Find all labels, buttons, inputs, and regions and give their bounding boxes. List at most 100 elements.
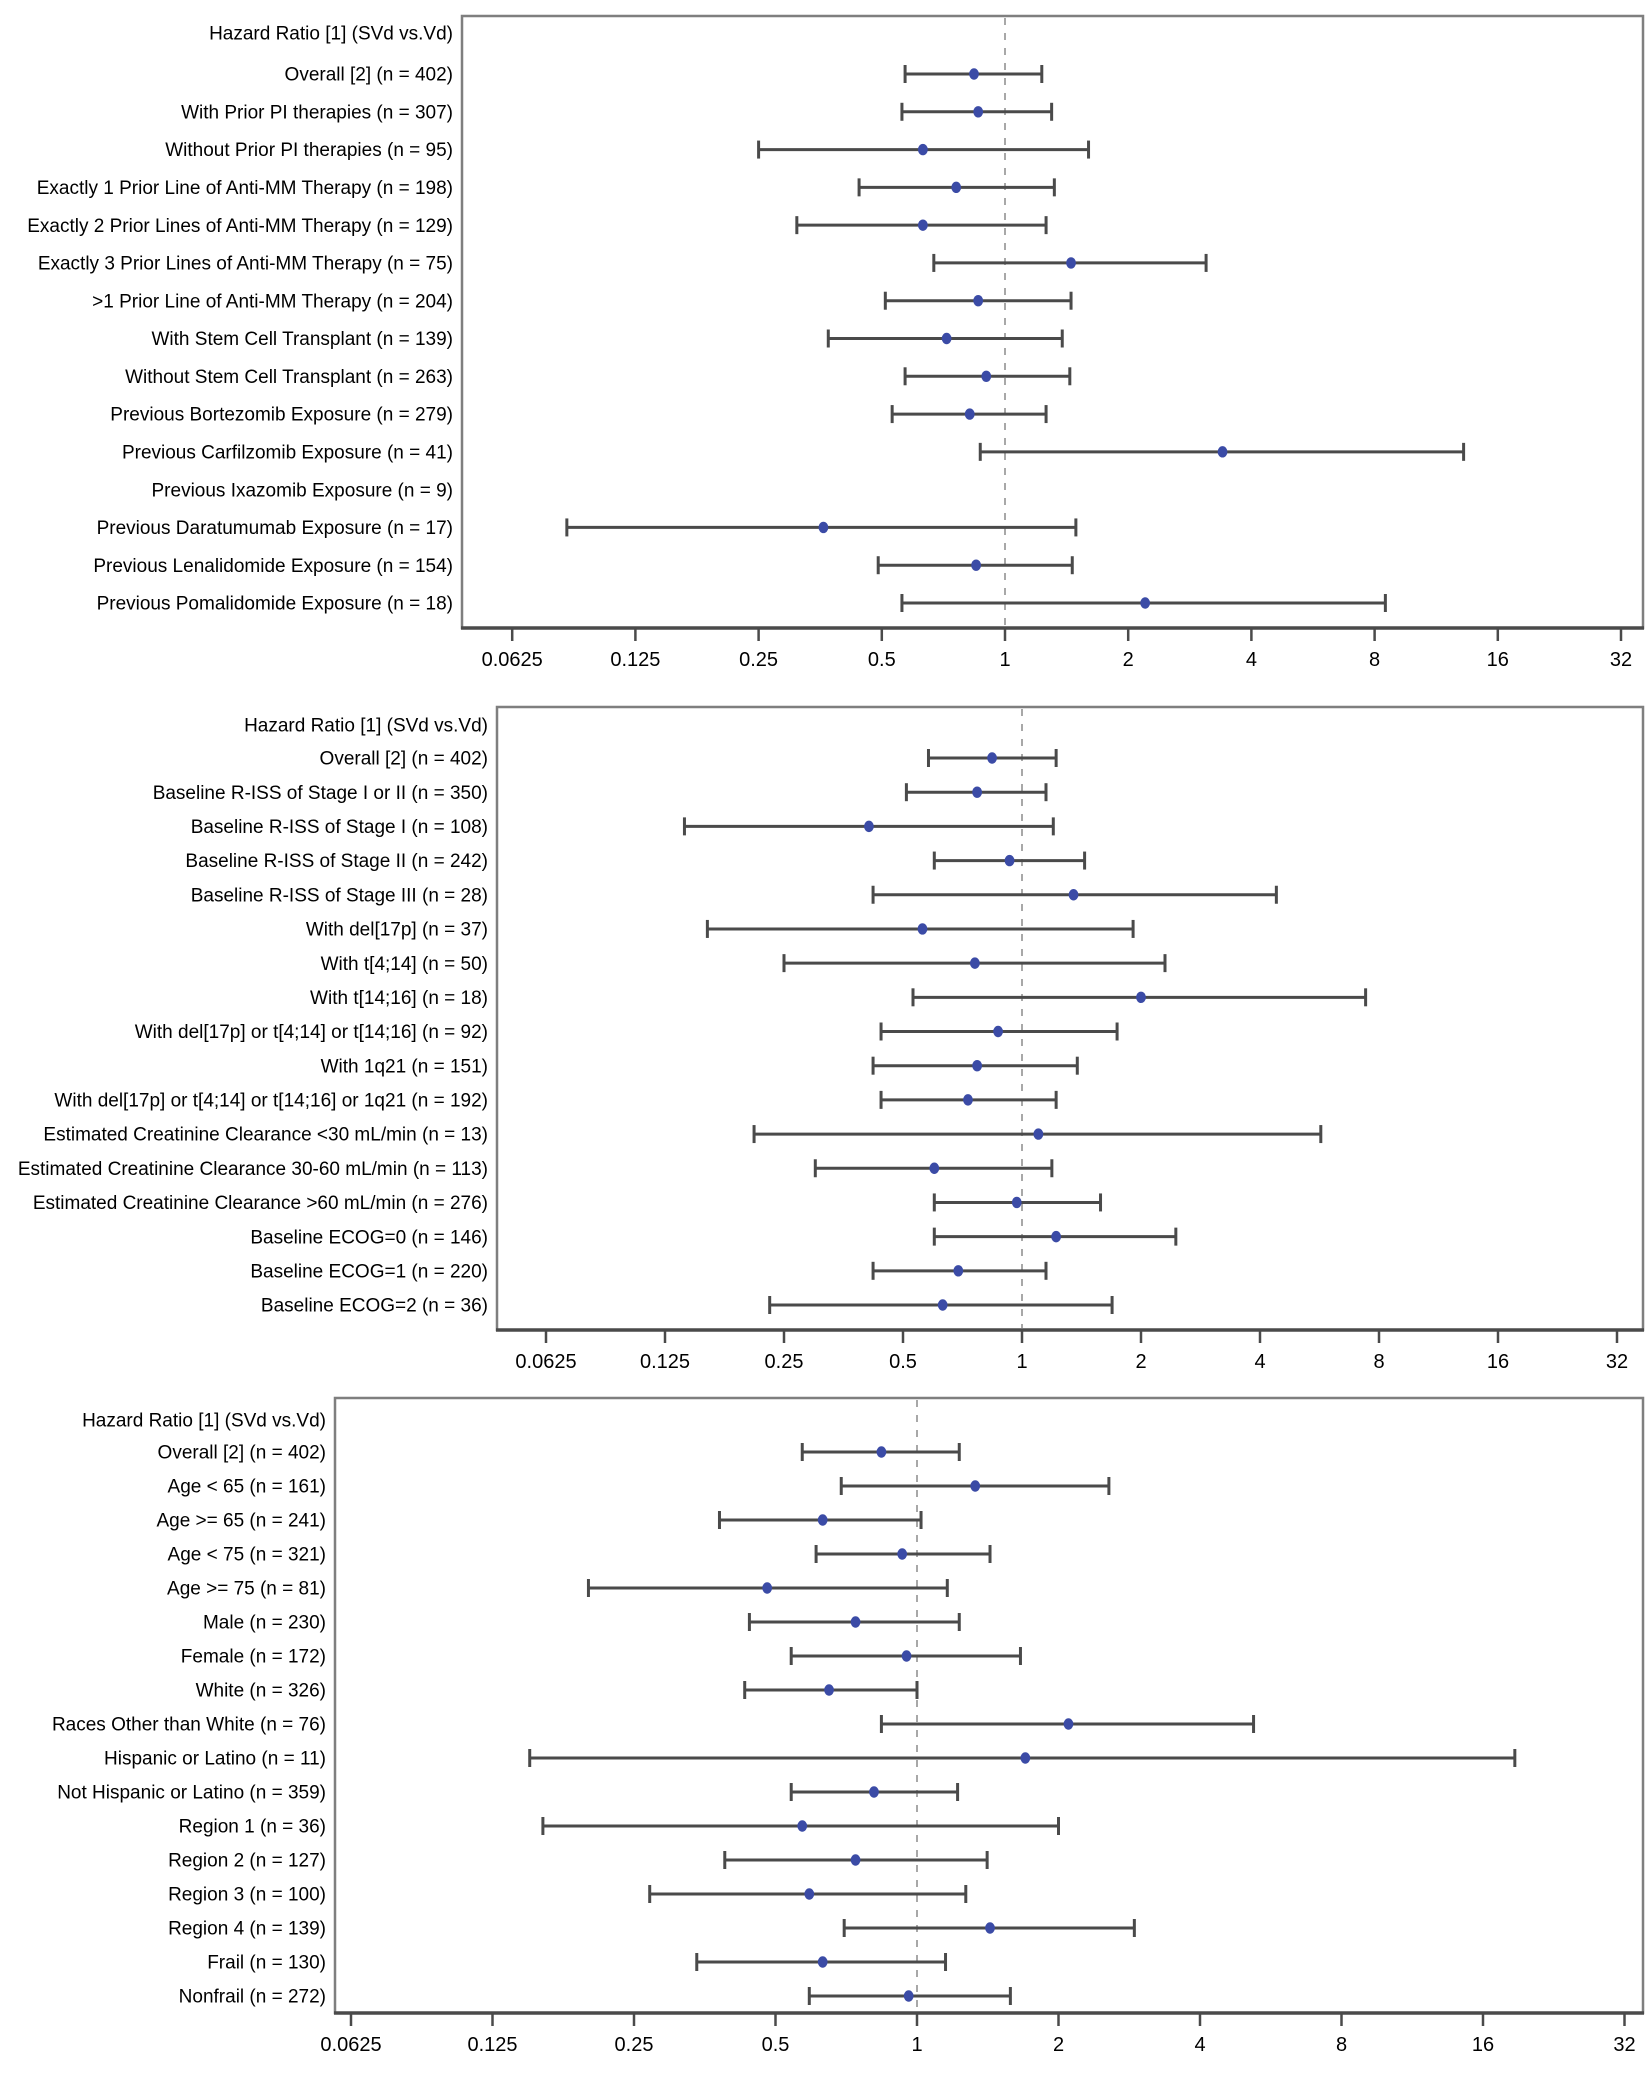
row-label: Baseline ECOG=1 (n = 220) bbox=[250, 1261, 488, 1282]
row-label: Male (n = 230) bbox=[203, 1613, 326, 1634]
row-label: Nonfrail (n = 272) bbox=[179, 1987, 326, 2008]
hr-point bbox=[972, 786, 983, 798]
panel-header-label: Hazard Ratio [1] (SVd vs.Vd) bbox=[244, 716, 488, 737]
row-label: White (n = 326) bbox=[196, 1681, 326, 1702]
hr-point bbox=[951, 181, 962, 194]
x-tick-label: 16 bbox=[1487, 1351, 1509, 1373]
row-label: Estimated Creatinine Clearance 30-60 mL/… bbox=[18, 1159, 488, 1180]
forest-row: Nonfrail (n = 272) bbox=[179, 1987, 1012, 2008]
forest-row: With del[17p] (n = 37) bbox=[306, 920, 1135, 941]
forest-row: Region 4 (n = 139) bbox=[168, 1919, 1136, 1940]
x-tick-label: 32 bbox=[1606, 1351, 1628, 1373]
forest-row: Frail (n = 130) bbox=[207, 1953, 948, 1974]
forest-panel-prior-therapies: 0.0625 0.125 0.25 0.5 1 2 4 8 16 32 Hazard Ratio [… bbox=[27, 14, 1645, 671]
x-tick-label: 1 bbox=[999, 649, 1010, 671]
row-label: Previous Daratumumab Exposure (n = 17) bbox=[97, 518, 453, 539]
row-label: Exactly 2 Prior Lines of Anti-MM Therapy… bbox=[27, 216, 453, 237]
hr-point bbox=[941, 332, 952, 345]
hr-point bbox=[937, 1299, 948, 1311]
x-tick-label: 0.25 bbox=[739, 649, 778, 671]
hr-point bbox=[917, 923, 928, 935]
forest-row: Baseline R-ISS of Stage I or II (n = 350… bbox=[153, 783, 1048, 804]
forest-row: With del[17p] or t[4;14] or t[14;16] (n … bbox=[135, 1022, 1119, 1043]
row-label: Previous Pomalidomide Exposure (n = 18) bbox=[97, 594, 453, 615]
hr-point bbox=[969, 68, 979, 80]
row-label: Previous Carfilzomib Exposure (n = 41) bbox=[122, 443, 453, 464]
x-tick-label: 0.125 bbox=[610, 649, 660, 671]
row-label: Baseline R-ISS of Stage III (n = 28) bbox=[191, 885, 488, 906]
row-label: Age < 75 (n = 321) bbox=[168, 1545, 326, 1566]
hr-point bbox=[864, 820, 874, 833]
forest-row: Estimated Creatinine Clearance <30 mL/mi… bbox=[43, 1125, 1323, 1146]
forest-row: Previous Daratumumab Exposure (n = 17) bbox=[97, 518, 1078, 539]
x-tick-label: 4 bbox=[1246, 649, 1257, 671]
x-tick-label: 0.125 bbox=[640, 1351, 690, 1373]
forest-row: With t[4;14] (n = 50) bbox=[321, 954, 1167, 975]
row-label: Region 3 (n = 100) bbox=[168, 1885, 326, 1906]
x-tick-label: 8 bbox=[1336, 2034, 1347, 2056]
row-label: With del[17p] or t[4;14] or t[14;16] (n … bbox=[135, 1022, 488, 1043]
row-label: Races Other than White (n = 76) bbox=[52, 1715, 326, 1736]
x-tick-label: 4 bbox=[1194, 2034, 1205, 2056]
row-label: Frail (n = 130) bbox=[207, 1953, 326, 1974]
row-label: With 1q21 (n = 151) bbox=[321, 1056, 488, 1077]
hr-point bbox=[985, 1922, 995, 1934]
x-tick-label: 4 bbox=[1254, 1351, 1265, 1373]
hr-point bbox=[972, 1059, 983, 1072]
hr-point bbox=[953, 1265, 964, 1277]
forest-row: Hispanic or Latino (n = 11) bbox=[104, 1749, 1517, 1770]
x-tick-label: 0.5 bbox=[868, 649, 896, 671]
row-label: Without Prior PI therapies (n = 95) bbox=[165, 140, 453, 161]
hr-point bbox=[963, 1094, 973, 1106]
forest-row: Exactly 1 Prior Line of Anti-MM Therapy … bbox=[37, 178, 1056, 199]
plot-box bbox=[333, 1396, 1645, 2015]
forest-row: Overall [2] (n = 402) bbox=[320, 749, 1058, 770]
hr-point bbox=[929, 1162, 940, 1174]
row-label: With del[17p] or t[4;14] or t[14;16] or … bbox=[54, 1091, 488, 1112]
forest-row: With del[17p] or t[4;14] or t[14;16] or … bbox=[54, 1091, 1058, 1112]
forest-row: Region 1 (n = 36) bbox=[179, 1817, 1060, 1838]
forest-row: White (n = 326) bbox=[196, 1681, 919, 1702]
forest-row: Male (n = 230) bbox=[203, 1613, 961, 1634]
hr-point bbox=[876, 1446, 887, 1458]
forest-row: Baseline ECOG=2 (n = 36) bbox=[261, 1296, 1114, 1317]
hr-point bbox=[917, 219, 928, 231]
x-tick-label: 16 bbox=[1487, 649, 1509, 671]
row-label: Female (n = 172) bbox=[181, 1647, 326, 1668]
row-label: Previous Lenalidomide Exposure (n = 154) bbox=[93, 556, 453, 577]
forest-row: Baseline R-ISS of Stage III (n = 28) bbox=[191, 885, 1278, 906]
forest-row: Races Other than White (n = 76) bbox=[52, 1715, 1256, 1736]
hr-point bbox=[818, 521, 829, 534]
row-label: With t[4;14] (n = 50) bbox=[321, 954, 488, 975]
row-label: Region 4 (n = 139) bbox=[168, 1919, 326, 1940]
x-tick-label: 0.5 bbox=[762, 2034, 790, 2056]
row-label: Exactly 1 Prior Line of Anti-MM Therapy … bbox=[37, 178, 453, 199]
hr-point bbox=[1063, 1718, 1074, 1730]
x-tick-label: 1 bbox=[1016, 1351, 1027, 1373]
row-label: With del[17p] (n = 37) bbox=[306, 920, 488, 941]
panel-header-label: Hazard Ratio [1] (SVd vs.Vd) bbox=[209, 24, 453, 45]
hr-point bbox=[824, 1684, 834, 1696]
panel-header-label: Hazard Ratio [1] (SVd vs.Vd) bbox=[82, 1411, 326, 1432]
forest-row: Age >= 65 (n = 241) bbox=[156, 1511, 923, 1532]
hr-point bbox=[850, 1854, 861, 1866]
forest-row: Baseline ECOG=0 (n = 146) bbox=[250, 1227, 1178, 1248]
row-label: Age >= 75 (n = 81) bbox=[167, 1579, 326, 1600]
forest-row: Without Stem Cell Transplant (n = 263) bbox=[125, 367, 1072, 388]
row-label: Without Stem Cell Transplant (n = 263) bbox=[125, 367, 453, 388]
forest-row: Previous Bortezomib Exposure (n = 279) bbox=[110, 405, 1048, 426]
forest-row: Age < 75 (n = 321) bbox=[168, 1545, 992, 1566]
row-label: Region 2 (n = 127) bbox=[168, 1851, 326, 1872]
x-tick-label: 8 bbox=[1369, 649, 1380, 671]
x-tick-label: 0.25 bbox=[765, 1351, 804, 1373]
hr-point bbox=[1068, 889, 1079, 901]
forest-row: Baseline R-ISS of Stage II (n = 242) bbox=[185, 851, 1087, 872]
row-label: Previous Ixazomib Exposure (n = 9) bbox=[152, 480, 454, 501]
hr-point bbox=[1066, 257, 1076, 269]
hr-point bbox=[1020, 1752, 1031, 1764]
x-tick-label: 1 bbox=[911, 2034, 922, 2056]
hr-point bbox=[987, 752, 997, 764]
forest-row: Previous Ixazomib Exposure (n = 9) bbox=[152, 480, 454, 501]
row-label: Overall [2] (n = 402) bbox=[320, 749, 488, 770]
hr-point bbox=[1011, 1196, 1022, 1209]
